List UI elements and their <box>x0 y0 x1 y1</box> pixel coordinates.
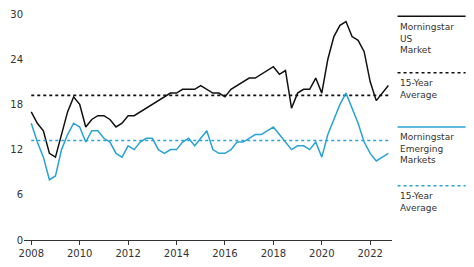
svg-text:2010: 2010 <box>67 248 92 259</box>
svg-text:2008: 2008 <box>19 248 44 259</box>
svg-text:6: 6 <box>17 189 23 200</box>
svg-text:15-YearAverage: 15-YearAverage <box>400 191 437 213</box>
svg-text:12: 12 <box>10 144 23 155</box>
svg-text:2016: 2016 <box>212 248 237 259</box>
svg-text:0: 0 <box>17 235 23 246</box>
svg-text:30: 30 <box>10 9 23 20</box>
svg-text:24: 24 <box>10 54 23 65</box>
svg-text:2022: 2022 <box>357 248 382 259</box>
svg-text:18: 18 <box>10 99 23 110</box>
svg-text:2020: 2020 <box>309 248 334 259</box>
svg-text:2012: 2012 <box>115 248 140 259</box>
svg-text:MorningstarUSMarket: MorningstarUSMarket <box>400 22 454 55</box>
svg-text:2018: 2018 <box>261 248 286 259</box>
svg-text:15-YearAverage: 15-YearAverage <box>400 78 437 100</box>
svg-text:2014: 2014 <box>164 248 189 259</box>
svg-text:MorningstarEmergingMarkets: MorningstarEmergingMarkets <box>400 132 454 165</box>
